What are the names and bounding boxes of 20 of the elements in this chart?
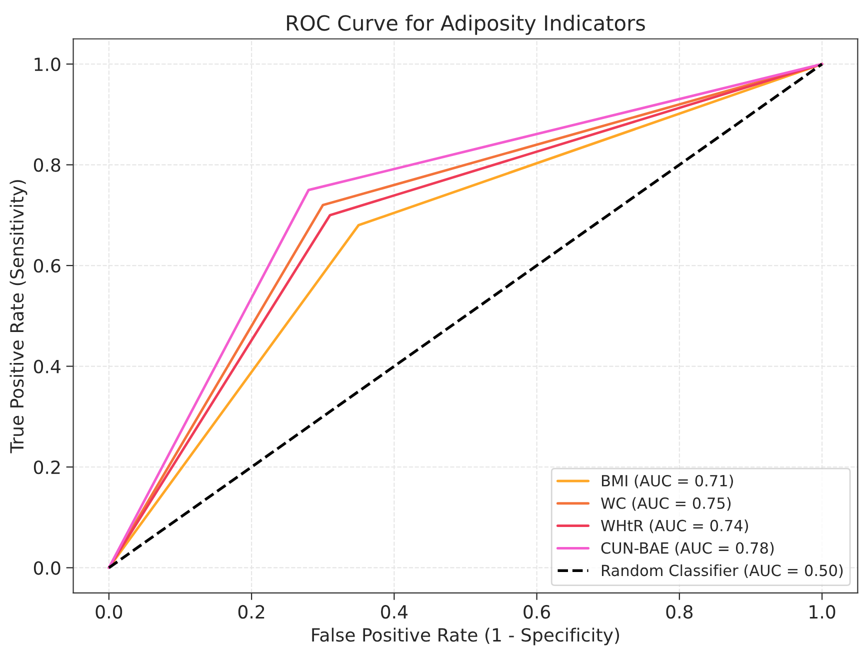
legend-label: Random Classifier (AUC = 0.50) (602, 564, 843, 578)
x-tick-label: 1.0 (810, 605, 836, 619)
x-tick-label: 0.6 (524, 605, 550, 619)
x-tick-label: 0.2 (238, 605, 264, 619)
y-tick-label: 0.8 (34, 158, 60, 172)
legend-label: WHtR (AUC = 0.74) (601, 520, 748, 534)
y-axis-title: True Positive Rate (Sensitivity) (10, 180, 28, 454)
y-tick-label: 1.0 (34, 58, 60, 72)
x-tick-label: 0.4 (381, 605, 408, 619)
y-tick-label: 0.2 (34, 460, 60, 474)
legend-label: BMI (AUC = 0.71) (602, 474, 733, 488)
x-tick-label: 0.0 (96, 605, 122, 619)
legend-label: CUN-BAE (AUC = 0.78) (601, 542, 774, 556)
x-axis-title: False Positive Rate (1 - Specificity) (312, 628, 620, 646)
chart-title: ROC Curve for Adiposity Indicators (287, 14, 645, 35)
x-tick-label: 0.8 (666, 605, 693, 619)
y-tick-label: 0.6 (34, 258, 60, 273)
legend-label: WC (AUC = 0.75) (601, 497, 731, 511)
y-tick-label: 0.0 (34, 561, 60, 575)
y-tick-label: 0.4 (34, 360, 60, 374)
